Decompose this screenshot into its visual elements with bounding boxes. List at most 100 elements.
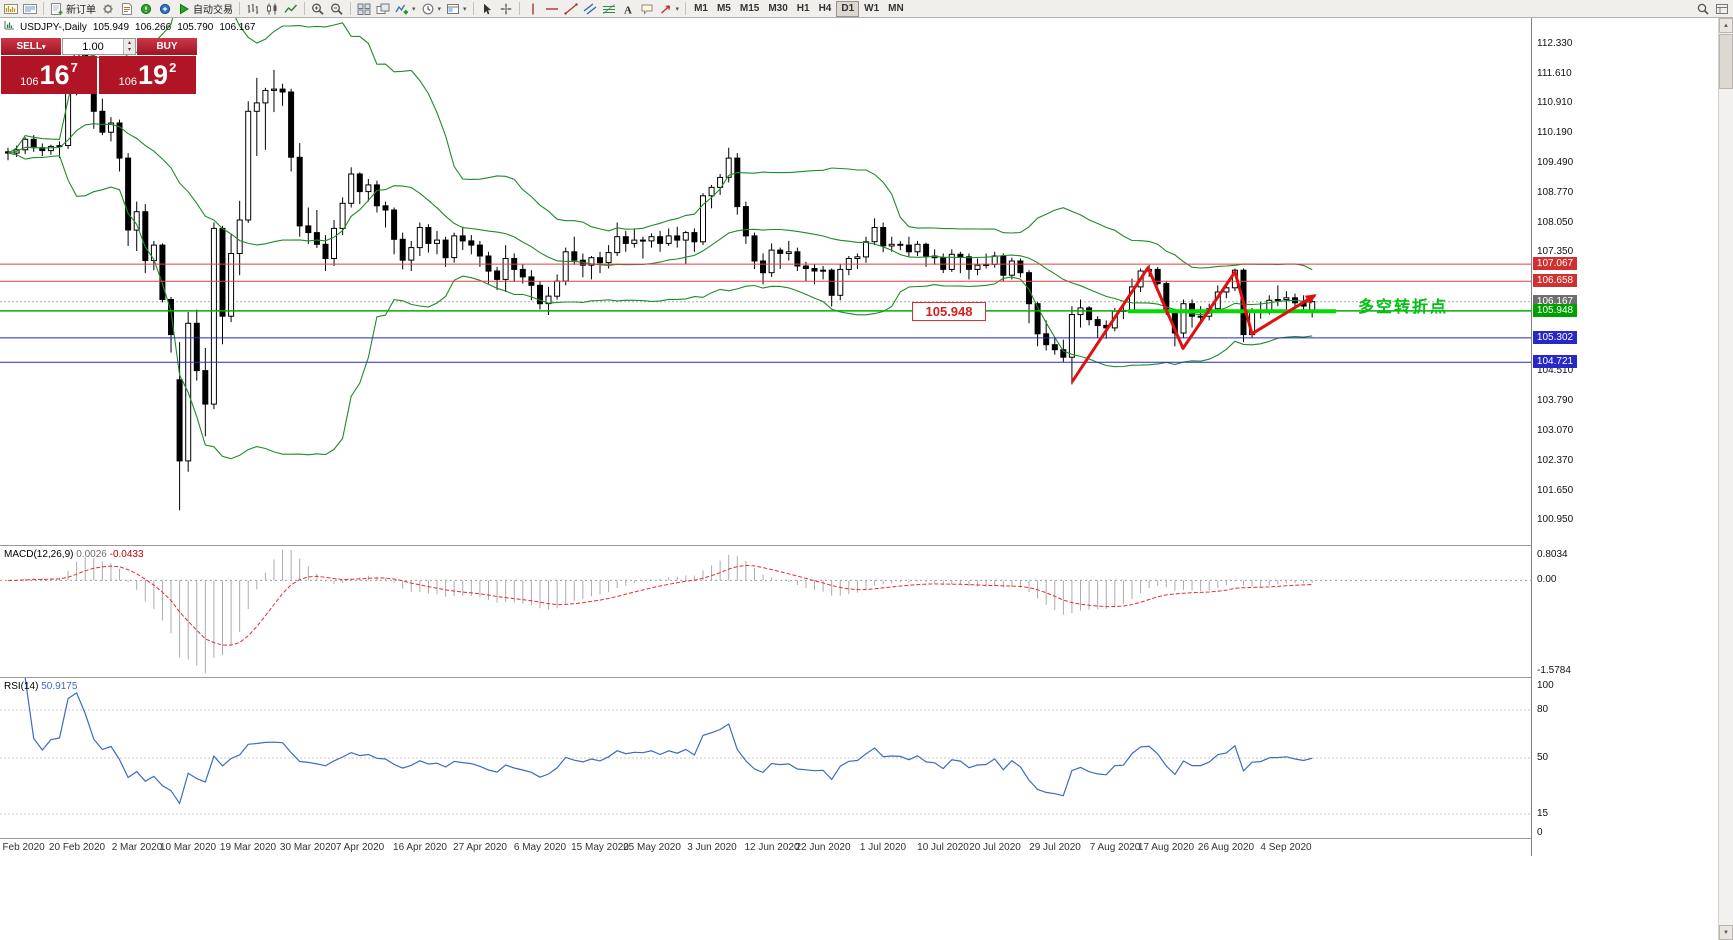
symbol-name: USDJPY-,Daily xyxy=(20,21,87,33)
text-button[interactable]: A xyxy=(619,1,637,17)
arrange-icon xyxy=(376,3,390,14)
arrows-button[interactable]: ▾ xyxy=(657,1,682,17)
toolbar-separator xyxy=(518,2,520,15)
expert-advisors-button[interactable] xyxy=(99,1,117,17)
text-icon: A xyxy=(624,4,632,15)
toolbar-separator xyxy=(239,2,240,15)
sell-price-button[interactable]: 106 16 7 xyxy=(1,56,97,94)
toolbar-separator xyxy=(685,2,687,15)
channel-icon xyxy=(583,2,596,15)
main-price-chart[interactable] xyxy=(0,18,1531,545)
axis-label: 100 xyxy=(1537,680,1554,691)
search-button[interactable] xyxy=(1694,1,1712,17)
buy-price-button[interactable]: 106 19 2 xyxy=(99,56,196,94)
equidistant-channel-button[interactable] xyxy=(581,1,599,17)
date-label: 10 Mar 2020 xyxy=(159,842,217,853)
zoom-in-button[interactable] xyxy=(309,1,327,17)
auto-arrange-button[interactable] xyxy=(374,1,392,17)
trendline-button[interactable] xyxy=(562,1,580,17)
axis-label: 80 xyxy=(1537,704,1549,715)
date-label: 20 Jul 2020 xyxy=(969,842,1021,853)
periods-button[interactable]: ▾ xyxy=(419,1,444,17)
axis-label: 102.370 xyxy=(1537,454,1574,466)
zoom-out-button[interactable] xyxy=(328,1,346,17)
scrollbar-thumb[interactable] xyxy=(1719,34,1733,89)
bar-chart-button[interactable] xyxy=(244,1,262,17)
auto-trading-button[interactable]: 自动交易 xyxy=(175,1,235,17)
price-level-box: 105.302 xyxy=(1533,330,1577,344)
sell-button[interactable]: SELL ▾ xyxy=(1,38,61,55)
tile-windows-button[interactable] xyxy=(355,1,373,17)
cursor-button[interactable] xyxy=(478,1,496,17)
date-label: 29 Jul 2020 xyxy=(1029,842,1081,853)
axis-label: 0 xyxy=(1537,827,1543,838)
panel-splitter[interactable] xyxy=(0,545,1718,546)
newchart-icon xyxy=(4,3,18,14)
timeframe-d1-button[interactable]: D1 xyxy=(836,0,860,17)
cursor-icon xyxy=(483,3,491,14)
data-window-button[interactable] xyxy=(1713,1,1731,17)
fibonacci-button[interactable] xyxy=(600,1,618,17)
new-order-button[interactable]: 新订单 xyxy=(48,1,98,17)
templates-button[interactable]: ▾ xyxy=(444,1,469,17)
scroll-down-button[interactable]: ▼ xyxy=(1719,925,1733,940)
timeframe-h4-button[interactable]: H4 xyxy=(818,3,832,14)
timeframe-m30-button[interactable]: M30 xyxy=(768,3,788,14)
sell-price-pips: 16 xyxy=(39,59,70,90)
volume-decrease-button[interactable]: ▾ xyxy=(127,47,131,54)
x-axis-border xyxy=(0,838,1718,839)
new-chart-button[interactable] xyxy=(2,1,20,17)
date-label: 11 Feb 2020 xyxy=(0,842,45,853)
axis-label: 101.650 xyxy=(1537,484,1574,496)
chart-profiles-button[interactable] xyxy=(21,1,39,17)
date-label: 3 Jun 2020 xyxy=(687,842,737,853)
volume-increase-button[interactable]: ▴ xyxy=(127,39,131,46)
line-chart-button[interactable] xyxy=(282,1,300,17)
axis-label: 108.050 xyxy=(1537,216,1574,228)
timeframe-m1-button[interactable]: M1 xyxy=(694,3,708,14)
new-order-button-label: 新订单 xyxy=(66,5,96,16)
axis-label: 15 xyxy=(1537,808,1549,819)
date-label: 4 Sep 2020 xyxy=(1260,842,1312,853)
macd-panel[interactable] xyxy=(0,546,1531,677)
indicators-icon xyxy=(395,4,408,14)
sell-price-point: 7 xyxy=(70,60,78,75)
price-axis[interactable]: 112.330 111.610 110.910 110.190 109.490 108.7… xyxy=(1531,18,1718,856)
news-button[interactable] xyxy=(156,1,174,17)
timeframe-h1-button[interactable]: H1 xyxy=(796,3,810,14)
buy-button[interactable]: BUY xyxy=(137,38,197,55)
timeframe-m5-button[interactable]: M5 xyxy=(716,3,731,14)
rsi-panel[interactable] xyxy=(0,678,1531,838)
vertical-scrollbar[interactable]: ▲ ▼ xyxy=(1718,18,1733,940)
vertical-line-button[interactable] xyxy=(524,1,542,17)
scroll-up-button[interactable]: ▲ xyxy=(1719,18,1733,33)
alerts-button[interactable] xyxy=(137,1,155,17)
dropdown-arrow-icon: ▾ xyxy=(412,5,416,13)
crosshair-button[interactable] xyxy=(497,1,515,17)
date-label: 15 May 2020 xyxy=(571,842,629,853)
indicators-button[interactable]: ▾ xyxy=(393,1,418,17)
scripts-icon xyxy=(122,2,132,15)
date-label: 17 Aug 2020 xyxy=(1137,842,1195,853)
volume-field[interactable]: 1.00 ▴ ▾ xyxy=(62,38,136,55)
toolbar-separator xyxy=(472,2,474,15)
axis-label: 50 xyxy=(1537,752,1549,763)
scripts-button[interactable] xyxy=(118,1,136,17)
axis-label: 109.490 xyxy=(1537,156,1574,168)
fibo-icon xyxy=(602,3,615,14)
axis-label: 0.00 xyxy=(1537,574,1557,586)
toolbar-separator xyxy=(350,2,351,15)
candlestick-chart-button[interactable] xyxy=(263,1,281,17)
date-label: 25 May 2020 xyxy=(623,842,681,853)
date-label: 30 Mar 2020 xyxy=(279,842,337,853)
horizontal-line-button[interactable] xyxy=(543,1,561,17)
text-label-button[interactable] xyxy=(638,1,656,17)
timeframe-mn-button[interactable]: MN xyxy=(888,3,904,14)
layers-icon xyxy=(1716,3,1728,14)
timeframe-m15-button[interactable]: M15 xyxy=(739,3,760,14)
volume-value[interactable]: 1.00 xyxy=(82,40,104,53)
panel-splitter[interactable] xyxy=(0,677,1718,678)
timeframe-w1-button[interactable]: W1 xyxy=(864,3,880,14)
vline-icon xyxy=(531,3,534,14)
